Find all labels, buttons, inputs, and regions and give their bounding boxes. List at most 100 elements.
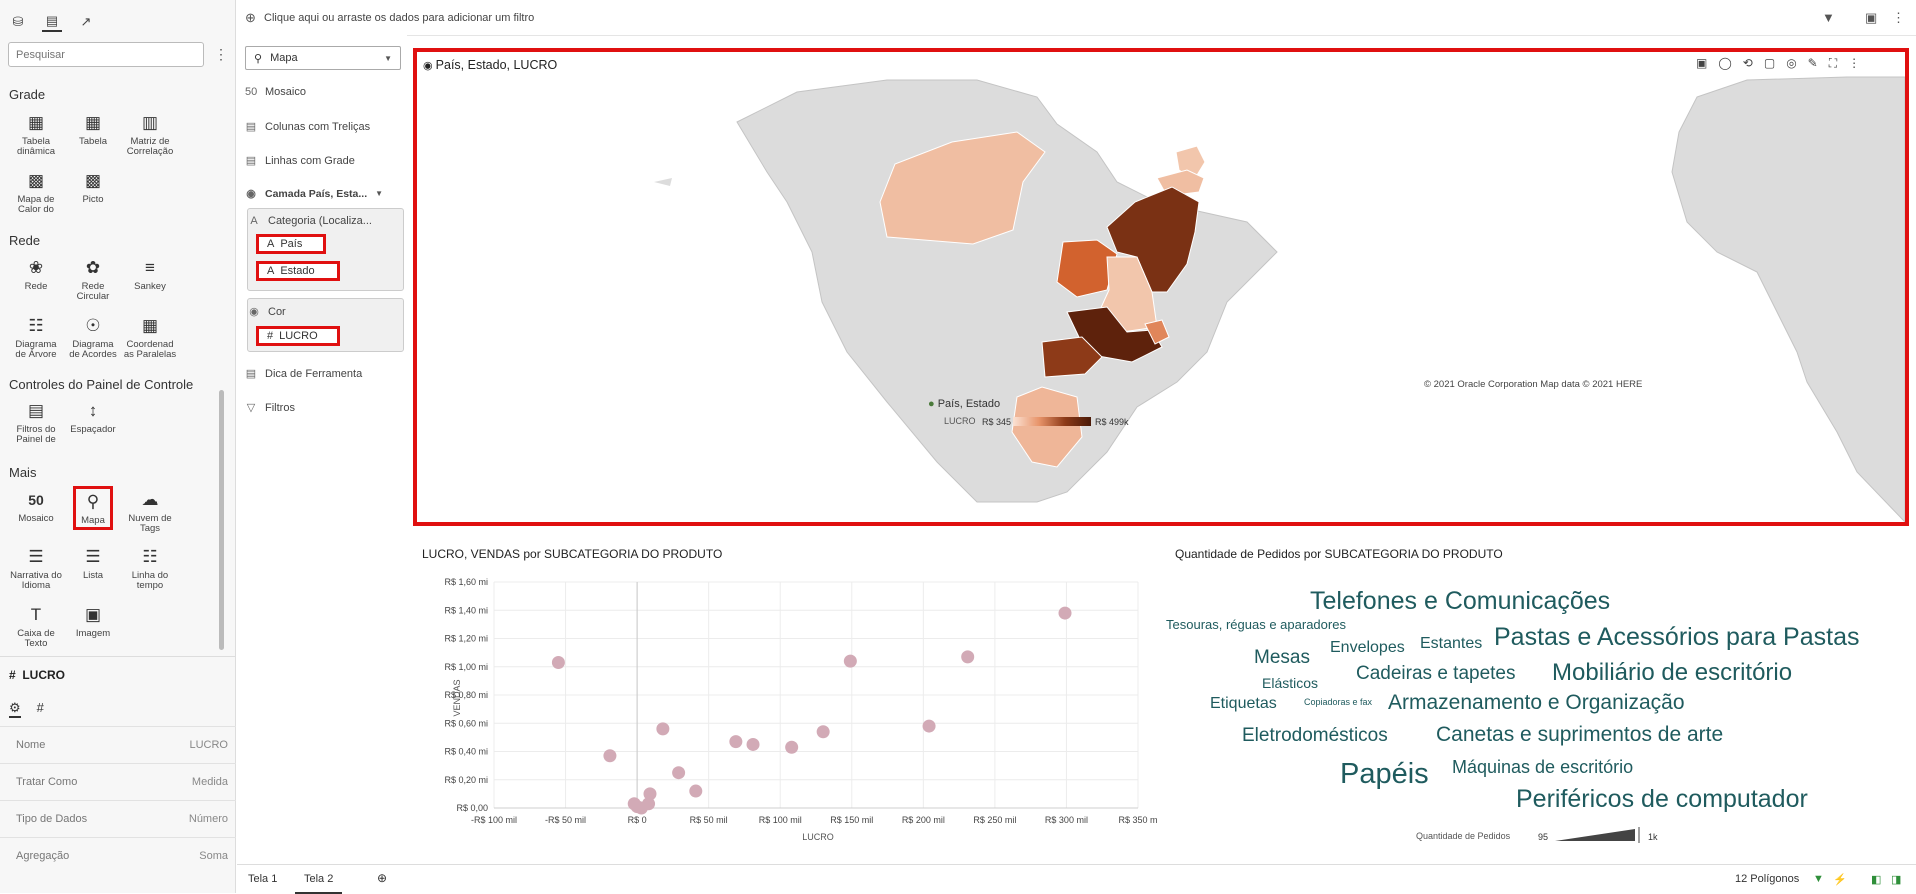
viz-caixa-texto[interactable]: T Caixa de Texto: [17, 605, 55, 649]
viz-mapa[interactable]: ⚲ Mapa: [66, 486, 120, 530]
target-icon[interactable]: ◎: [1786, 56, 1797, 70]
scatter-point[interactable]: [785, 740, 799, 754]
grammar-mosaico[interactable]: 50 Mosaico: [245, 86, 306, 98]
viz-matriz-correlacao[interactable]: ▥ Matriz de Correlação: [126, 113, 174, 157]
grammar-camada[interactable]: ◉ Camada País, Esta... ▼: [246, 187, 384, 201]
grammar-filtros[interactable]: ▽ Filtros: [246, 401, 295, 415]
viz-tabela[interactable]: ▦ Tabela: [79, 113, 107, 147]
viz-diagrama-acordes[interactable]: ☉ Diagrama de Acordes: [69, 316, 117, 360]
tab-tela-1[interactable]: Tela 1: [248, 873, 278, 885]
viz-filtros-painel[interactable]: ▤ Filtros do Painel de: [16, 401, 56, 445]
edit-icon[interactable]: ✎: [1807, 56, 1818, 70]
scatter-point[interactable]: [1058, 606, 1072, 620]
cloud-word[interactable]: Eletrodomésticos: [1242, 725, 1388, 746]
prop-row-nome[interactable]: Nome LUCRO: [0, 726, 236, 762]
filter-clear-icon[interactable]: ▼: [1822, 10, 1835, 25]
viz-mapa-calor[interactable]: ▩ Mapa de Calor do: [17, 171, 55, 215]
lasso-icon[interactable]: ⟲: [1742, 56, 1753, 70]
filter-more-icon[interactable]: ⋮: [1892, 10, 1905, 25]
tag-cloud[interactable]: Telefones e Comunicações Tesouras, réguas…: [1160, 575, 1900, 855]
cloud-word[interactable]: Estantes: [1420, 635, 1483, 652]
cloud-word[interactable]: Envelopes: [1330, 639, 1405, 656]
tab-tela-2[interactable]: Tela 2: [295, 873, 343, 894]
viz-sankey[interactable]: ≡ Sankey: [134, 258, 166, 292]
scatter-point[interactable]: [729, 735, 743, 749]
grammar-colunas[interactable]: ▤ Colunas com Treliças: [245, 120, 371, 134]
zoom-fit-icon[interactable]: ▢: [1763, 56, 1776, 70]
cloud-word[interactable]: Máquinas de escritório: [1452, 757, 1634, 777]
prop-row-agregacao[interactable]: Agregação Soma: [0, 837, 236, 873]
pill-lucro[interactable]: # LUCRO: [256, 326, 340, 346]
viz-linha-tempo[interactable]: ☷ Linha do tempo: [131, 547, 169, 591]
filter-settings-icon[interactable]: ▣: [1865, 10, 1878, 25]
scatter-point[interactable]: [922, 719, 936, 733]
cloud-word[interactable]: Canetas e suprimentos de arte: [1436, 723, 1724, 746]
map-visualization[interactable]: ◉ País, Estado, LUCRO ▣ ◯ ⟲ ▢ ◎ ✎ ⛶ ⋮: [413, 48, 1909, 526]
scatter-point[interactable]: [551, 656, 565, 670]
cloud-word[interactable]: Pastas e Acessórios para Pastas: [1494, 623, 1860, 651]
panel-right-icon[interactable]: ◨: [1891, 874, 1902, 886]
fullscreen-icon[interactable]: ⛶: [1828, 56, 1838, 70]
scatter-point[interactable]: [843, 654, 857, 668]
cloud-word[interactable]: Armazenamento e Organização: [1388, 691, 1685, 714]
viz-coordenadas-paralelas[interactable]: ▦ Coordenad as Paralelas: [123, 316, 177, 360]
viz-rede[interactable]: ❀ Rede: [24, 258, 48, 292]
select-rectangle-icon[interactable]: ▣: [1696, 56, 1708, 70]
performance-icon[interactable]: ⚡: [1833, 874, 1847, 886]
scatter-point[interactable]: [642, 797, 656, 811]
panel-scrollbar[interactable]: [219, 390, 224, 650]
add-filter-icon[interactable]: ⊕: [245, 10, 256, 25]
viz-tabela-dinamica[interactable]: ▦ Tabela dinâmica: [16, 113, 56, 157]
scatter-point[interactable]: [643, 787, 657, 801]
viz-mosaico[interactable]: 50 Mosaico: [18, 492, 54, 524]
cloud-word[interactable]: Mobiliário de escritório: [1552, 659, 1793, 686]
add-canvas-icon[interactable]: ⊕: [377, 871, 388, 885]
scatter-point[interactable]: [961, 650, 975, 664]
map-canvas[interactable]: [417, 52, 1905, 522]
analytics-icon[interactable]: ↗: [80, 14, 92, 29]
filter-bar[interactable]: ⊕ Clique aqui ou arraste os dados para a…: [237, 0, 1916, 36]
save-status-icon[interactable]: ▼: [1813, 873, 1824, 885]
number-format-icon[interactable]: #: [36, 700, 44, 715]
viz-diagrama-arvore[interactable]: ☷ Diagrama de Árvore: [15, 316, 57, 360]
pill-pais[interactable]: A País: [256, 234, 326, 254]
bar-chart-icon[interactable]: ▤: [42, 12, 62, 32]
scatter-chart[interactable]: R$ 0,00 R$ 0,20 mi R$ 0,40 mi R$ 0,60 mi R$ …: [420, 570, 1160, 846]
more-options-icon[interactable]: ⋮: [214, 46, 228, 62]
prop-row-tratar-como[interactable]: Tratar Como Medida: [0, 763, 236, 799]
cloud-word[interactable]: Etiquetas: [1210, 695, 1277, 712]
viz-type-select[interactable]: ⚲ Mapa ▼: [245, 46, 401, 70]
cloud-word[interactable]: Elásticos: [1262, 675, 1319, 691]
cloud-word[interactable]: Copiadoras e fax: [1304, 697, 1373, 707]
database-icon[interactable]: ⛁: [12, 14, 24, 29]
scatter-point[interactable]: [746, 737, 760, 751]
viz-rede-circular[interactable]: ✿ Rede Circular: [76, 258, 110, 302]
scatter-point[interactable]: [816, 725, 830, 739]
cloud-word[interactable]: Telefones e Comunicações: [1310, 587, 1611, 615]
search-input[interactable]: [8, 42, 204, 67]
category-drop-zone[interactable]: A Categoria (Localiza... A País A Estado: [247, 208, 404, 291]
cloud-word[interactable]: Periféricos de computador: [1516, 785, 1808, 813]
more-options-icon[interactable]: ⋮: [1848, 56, 1861, 70]
gear-icon[interactable]: ⚙: [9, 700, 21, 718]
scatter-point[interactable]: [689, 784, 703, 798]
viz-espacador[interactable]: ↕ Espaçador: [70, 401, 116, 435]
select-circle-icon[interactable]: ◯: [1718, 56, 1732, 70]
grammar-linhas[interactable]: ▤ Linhas com Grade: [245, 154, 355, 168]
cloud-word[interactable]: Cadeiras e tapetes: [1356, 663, 1516, 684]
scatter-point[interactable]: [603, 749, 617, 763]
viz-nuvem-tags[interactable]: ☁ Nuvem de Tags: [128, 490, 172, 534]
viz-narrativa[interactable]: ☰ Narrativa do Idioma: [10, 547, 62, 591]
cloud-word[interactable]: Papéis: [1340, 758, 1429, 790]
cloud-word[interactable]: Mesas: [1254, 647, 1310, 668]
grammar-dica[interactable]: ▤ Dica de Ferramenta: [245, 367, 363, 381]
pill-estado[interactable]: A Estado: [256, 261, 340, 281]
panel-left-icon[interactable]: ◧: [1871, 874, 1882, 886]
scatter-point[interactable]: [656, 722, 670, 736]
scatter-point[interactable]: [672, 766, 686, 780]
viz-lista[interactable]: ☰ Lista: [82, 547, 104, 581]
prop-row-tipo-dados[interactable]: Tipo de Dados Número: [0, 800, 236, 836]
cloud-word[interactable]: Tesouras, réguas e aparadores: [1166, 617, 1346, 632]
color-drop-zone[interactable]: ◉ Cor # LUCRO: [247, 298, 404, 352]
viz-imagem[interactable]: ▣ Imagem: [75, 605, 111, 639]
